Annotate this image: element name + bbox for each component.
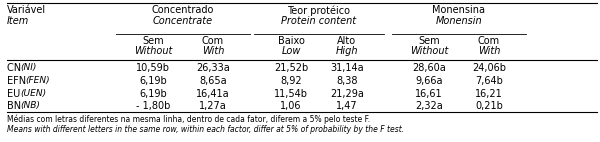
Text: Concentrate: Concentrate xyxy=(153,16,213,26)
Text: Without: Without xyxy=(410,46,448,56)
Text: 24,06b: 24,06b xyxy=(472,63,506,73)
Text: 26,33a: 26,33a xyxy=(196,63,230,73)
Text: 8,92: 8,92 xyxy=(280,76,302,86)
Text: Variável: Variável xyxy=(7,5,46,15)
Text: Médias com letras diferentes na mesma linha, dentro de cada fator, diferem a 5% : Médias com letras diferentes na mesma li… xyxy=(7,115,370,125)
Text: 1,06: 1,06 xyxy=(280,101,302,111)
Text: 11,54b: 11,54b xyxy=(274,89,308,99)
Text: 16,41a: 16,41a xyxy=(196,89,230,99)
Text: (NI): (NI) xyxy=(20,63,37,72)
Text: 6,19b: 6,19b xyxy=(139,89,167,99)
Text: 0,21b: 0,21b xyxy=(475,101,503,111)
Text: - 1,80b: - 1,80b xyxy=(136,101,170,111)
Text: Monensin: Monensin xyxy=(436,16,482,26)
Text: 8,38: 8,38 xyxy=(336,76,358,86)
Text: 10,59b: 10,59b xyxy=(136,63,170,73)
Text: Low: Low xyxy=(281,46,301,56)
Text: 31,14a: 31,14a xyxy=(330,63,364,73)
Text: 21,29a: 21,29a xyxy=(330,89,364,99)
Text: Sem: Sem xyxy=(418,36,440,46)
Text: High: High xyxy=(335,46,358,56)
Text: Baixo: Baixo xyxy=(278,36,304,46)
Text: 7,64b: 7,64b xyxy=(475,76,503,86)
Text: 9,66a: 9,66a xyxy=(415,76,443,86)
Text: 16,61: 16,61 xyxy=(415,89,443,99)
Text: Teor protéico: Teor protéico xyxy=(287,5,350,15)
Text: Protein content: Protein content xyxy=(281,16,356,26)
Text: Com: Com xyxy=(202,36,224,46)
Text: Concentrado: Concentrado xyxy=(152,5,214,15)
Text: Without: Without xyxy=(134,46,172,56)
Text: 21,52b: 21,52b xyxy=(274,63,308,73)
Text: Alto: Alto xyxy=(337,36,356,46)
Text: 16,21: 16,21 xyxy=(475,89,503,99)
Text: With: With xyxy=(478,46,500,56)
Text: Sem: Sem xyxy=(142,36,164,46)
Text: BN: BN xyxy=(7,101,25,111)
Text: (NB): (NB) xyxy=(20,101,41,110)
Text: CN: CN xyxy=(7,63,25,73)
Text: 6,19b: 6,19b xyxy=(139,76,167,86)
Text: 1,47: 1,47 xyxy=(336,101,358,111)
Text: 2,32a: 2,32a xyxy=(415,101,443,111)
Text: 8,65a: 8,65a xyxy=(199,76,227,86)
Text: 28,60a: 28,60a xyxy=(412,63,446,73)
Text: 1,27a: 1,27a xyxy=(199,101,227,111)
Text: Means with different letters in the same row, within each factor, differ at 5% o: Means with different letters in the same… xyxy=(7,125,404,134)
Text: EU: EU xyxy=(7,89,23,99)
Text: (FEN): (FEN) xyxy=(25,76,50,85)
Text: With: With xyxy=(202,46,224,56)
Text: Monensina: Monensina xyxy=(433,5,485,15)
Text: Com: Com xyxy=(478,36,500,46)
Text: (UEN): (UEN) xyxy=(20,89,47,98)
Text: Item: Item xyxy=(7,16,29,26)
Text: EFN: EFN xyxy=(7,76,29,86)
